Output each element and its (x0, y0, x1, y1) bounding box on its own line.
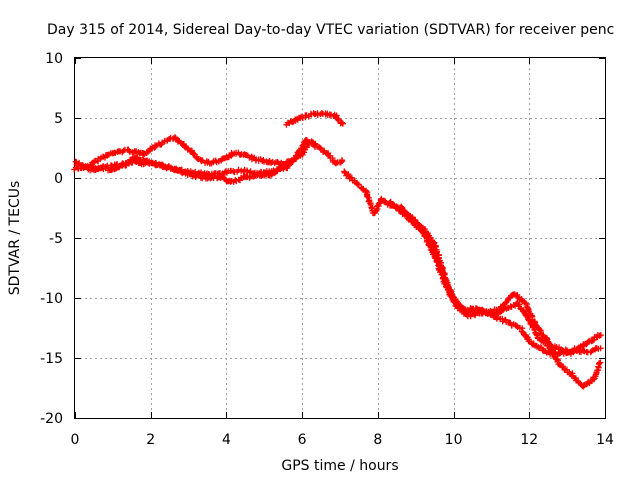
x-tick-label: 10 (445, 432, 463, 448)
data-marks (71, 110, 604, 390)
grid-lines (75, 58, 605, 418)
x-tick-label: 6 (298, 432, 307, 448)
y-tick-label: 0 (54, 171, 63, 187)
data-point-markers (397, 203, 604, 358)
y-tick-labels: 10 5 0 -5 -10 -15 -20 (40, 51, 63, 427)
chart-title: Day 315 of 2014, Sidereal Day-to-day VTE… (47, 22, 614, 38)
data-point-markers (80, 138, 319, 185)
y-tick-label: -20 (40, 411, 63, 427)
series-trace-4 (283, 110, 346, 128)
y-tick-label: 10 (45, 51, 63, 67)
data-point-markers (71, 134, 290, 173)
y-axis-label: SDTVAR / TECUs (7, 181, 23, 296)
y-tick-label: 5 (54, 111, 63, 127)
data-point-markers (341, 168, 604, 357)
series-trace-3 (80, 138, 319, 185)
y-tick-label: -10 (40, 291, 63, 307)
x-tick-labels: 0 2 4 6 8 10 12 14 (71, 432, 614, 448)
x-tick-label: 4 (222, 432, 231, 448)
x-axis-label: GPS time / hours (281, 458, 398, 474)
y-tick-label: -15 (40, 351, 63, 367)
x-tick-label: 12 (520, 432, 538, 448)
data-point-markers (283, 110, 346, 128)
x-tick-label: 14 (596, 432, 614, 448)
series-trace-7 (397, 203, 604, 358)
y-tick-label: -5 (49, 231, 63, 247)
x-tick-label: 2 (146, 432, 155, 448)
x-tick-label: 8 (373, 432, 382, 448)
series-trace-1 (71, 134, 290, 173)
axis-ticks (75, 58, 606, 419)
x-tick-label: 0 (71, 432, 80, 448)
series-trace-5 (341, 168, 604, 357)
plot-frame (74, 57, 606, 419)
